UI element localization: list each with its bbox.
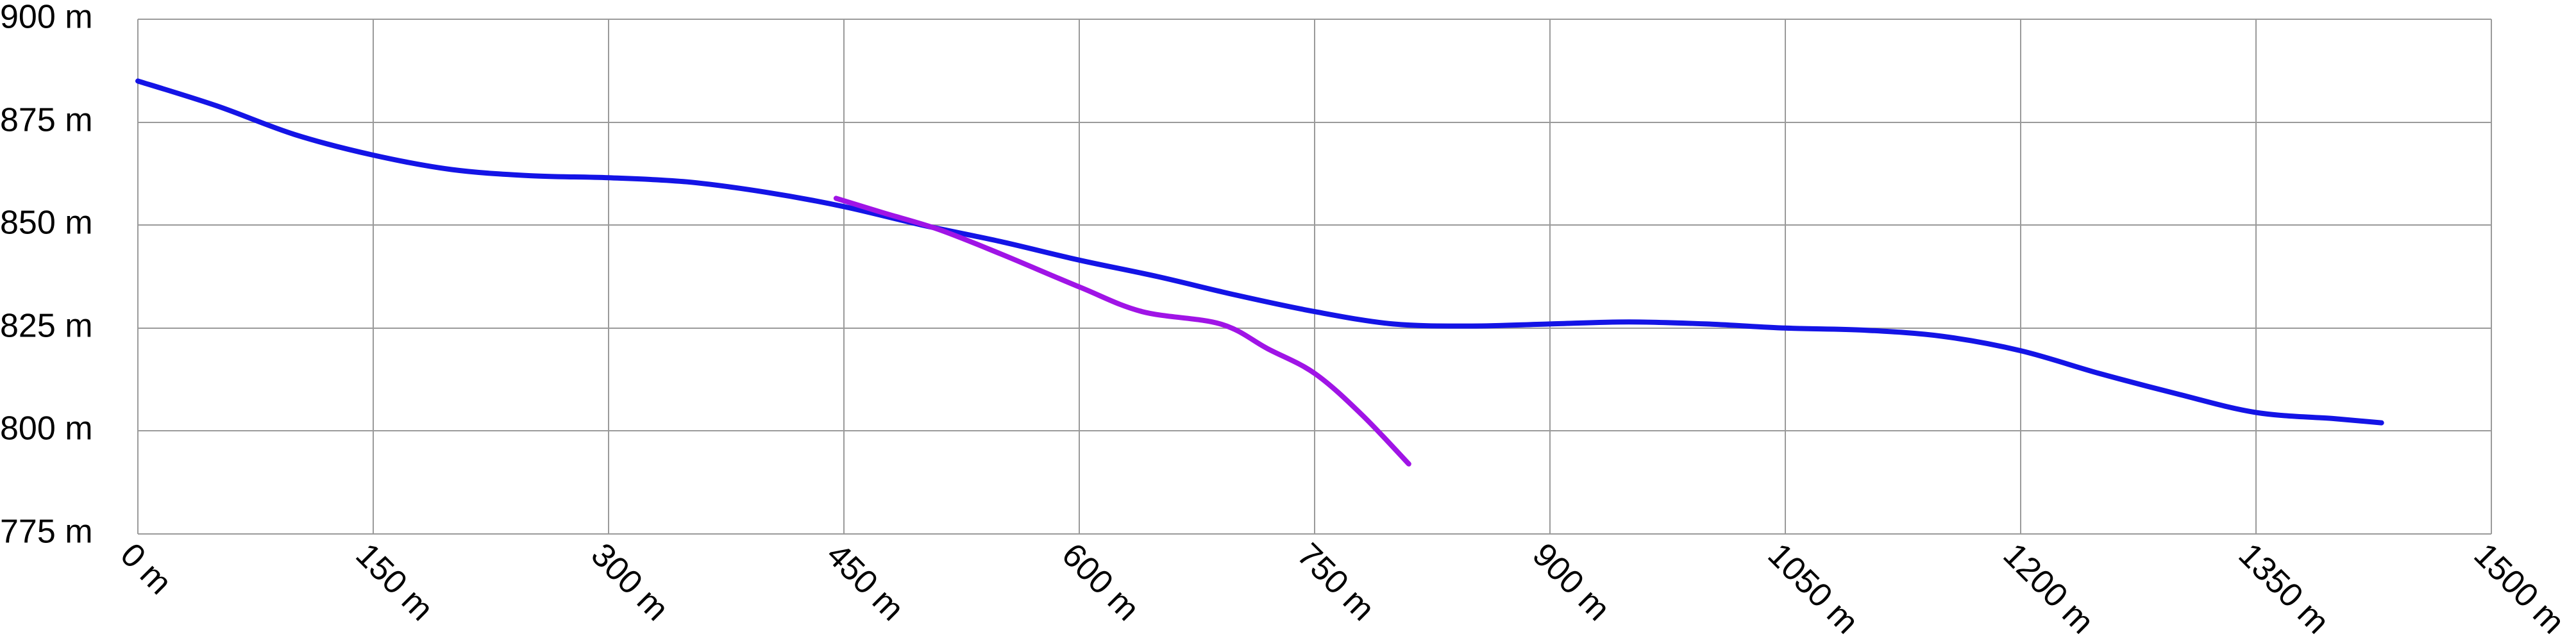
y-tick-label: 800 m [0, 410, 93, 447]
y-tick-label: 875 m [0, 102, 93, 139]
x-tick-label: 750 m [1290, 536, 1381, 628]
series-line-1 [135, 78, 2384, 426]
y-axis-tick-labels: 775 m 800 m 825 m 850 m 875 m 900 m [0, 0, 93, 551]
y-tick-label: 825 m [0, 308, 93, 345]
y-tick-label: 850 m [0, 204, 93, 242]
x-tick-label: 1200 m [1996, 536, 2101, 641]
x-tick-label: 900 m [1525, 536, 1617, 628]
x-tick-label: 1500 m [2466, 536, 2572, 641]
x-tick-label: 300 m [584, 536, 675, 628]
x-tick-label: 450 m [819, 536, 911, 628]
y-tick-label: 775 m [0, 513, 93, 551]
x-tick-label: 1050 m [1760, 536, 1865, 641]
x-tick-label: 0 m [113, 536, 178, 601]
x-axis-tick-labels: 0 m 150 m 300 m 450 m 600 m 750 m 900 m 1050 m 1… [113, 536, 2572, 641]
grid-lines [137, 19, 2492, 535]
x-tick-label: 150 m [348, 536, 440, 628]
x-tick-label: 600 m [1054, 536, 1146, 628]
y-tick-label: 900 m [0, 0, 93, 36]
x-tick-label: 1350 m [2231, 536, 2336, 641]
series-lines [135, 78, 2384, 467]
series-line-2 [833, 196, 1411, 467]
